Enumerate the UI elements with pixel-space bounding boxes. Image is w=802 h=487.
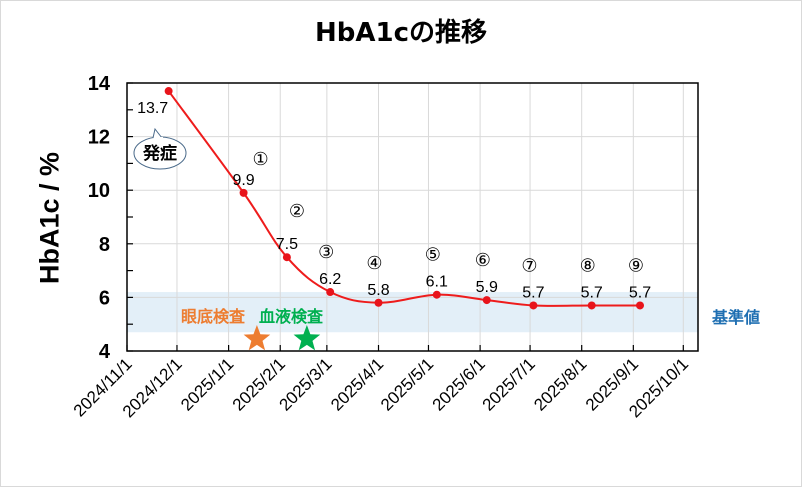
- x-tick-label: 2025/5/1: [377, 354, 437, 414]
- blood-exam-star-icon: [293, 325, 321, 351]
- blood-exam-label: 血液検査: [259, 307, 324, 326]
- visit-number-label: ⑤: [425, 245, 441, 266]
- y-tick-label: 12: [88, 127, 110, 149]
- eye-exam-star-icon: [243, 325, 271, 351]
- onset-bubble-tail: [152, 127, 163, 139]
- y-tick-label: 6: [99, 287, 110, 309]
- data-value-label: 5.9: [476, 279, 498, 296]
- data-value-label: 5.7: [629, 284, 651, 301]
- y-tick-label: 4: [99, 341, 111, 363]
- data-point-marker: [432, 290, 441, 299]
- data-point-marker: [164, 87, 173, 96]
- data-value-label: 5.8: [367, 282, 389, 299]
- y-tick-label: 14: [88, 73, 111, 95]
- data-value-label: 6.2: [319, 271, 341, 288]
- x-tick-label: 2025/6/1: [429, 354, 489, 414]
- onset-bubble: [133, 136, 187, 170]
- onset-bubble-tail-mask: [154, 137, 163, 140]
- x-tick-label: 2025/8/1: [530, 354, 590, 414]
- onset-label: 発症: [142, 143, 177, 164]
- data-value-label: 5.7: [522, 284, 544, 301]
- data-point-marker: [635, 301, 644, 310]
- data-value-label: 13.7: [137, 100, 168, 117]
- data-point-marker: [587, 301, 596, 310]
- x-tick-label: 2025/1/1: [177, 354, 237, 414]
- x-tick-label: 2025/7/1: [479, 354, 539, 414]
- data-point-marker: [282, 253, 291, 262]
- visit-number-label: ④: [366, 253, 382, 274]
- visit-number-label: ③: [318, 242, 334, 263]
- hba1c-line: [167, 90, 640, 307]
- eye-exam-label: 眼底検査: [181, 307, 246, 326]
- y-tick-label: 10: [88, 180, 110, 202]
- data-point-marker: [374, 298, 383, 307]
- data-value-label: 5.7: [581, 284, 603, 301]
- visit-number-label: ⑦: [521, 255, 537, 276]
- data-point-marker: [239, 188, 248, 197]
- data-value-label: 7.5: [276, 236, 298, 253]
- y-tick-label: 8: [99, 234, 110, 256]
- chart-title: HbA1cの推移: [315, 18, 487, 48]
- visit-number-label: ①: [253, 149, 269, 170]
- visit-number-label: ⑥: [475, 250, 491, 271]
- data-point-marker: [482, 296, 491, 305]
- data-point-marker: [326, 288, 335, 297]
- x-tick-label: 2025/4/1: [327, 354, 387, 414]
- visit-number-label: ②: [289, 201, 305, 222]
- reference-range-label: 基準値: [712, 308, 761, 327]
- visit-number-label: ⑧: [580, 255, 596, 276]
- data-value-label: 6.1: [426, 274, 448, 291]
- visit-number-label: ⑨: [628, 255, 644, 276]
- data-point-marker: [529, 301, 538, 310]
- data-value-label: 9.9: [232, 172, 254, 189]
